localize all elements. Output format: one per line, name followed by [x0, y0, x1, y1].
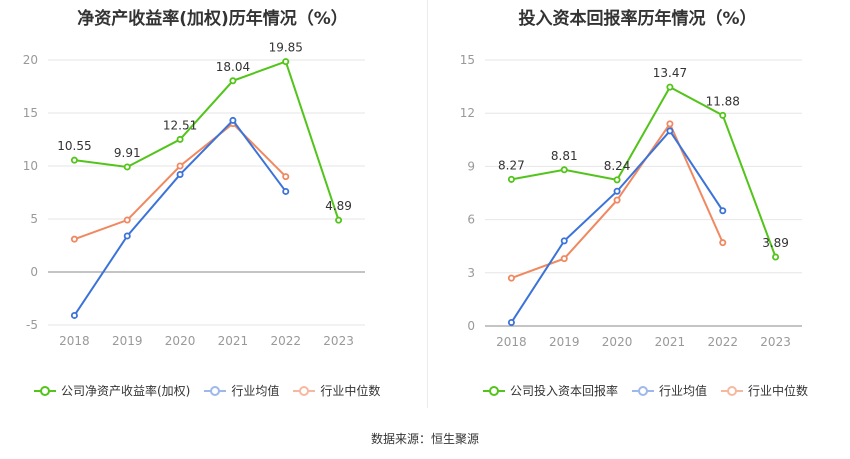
panel-divider [427, 0, 428, 408]
legend-median-marker-icon [293, 385, 316, 397]
x-tick-label: 2021 [655, 335, 686, 349]
data-point-company[interactable] [335, 216, 343, 224]
y-tick-label: 15 [23, 106, 38, 120]
y-tick-label: 0 [467, 319, 475, 333]
data-point-company[interactable] [719, 111, 727, 119]
roe-chart-title: 净资产收益率(加权)历年情况（%） [77, 9, 348, 29]
legend-avg-marker-icon [632, 385, 655, 397]
x-tick-label: 2022 [707, 335, 738, 349]
x-tick-label: 2023 [323, 334, 354, 348]
legend-median-marker-icon [721, 385, 744, 397]
legend-label: 行业均值 [231, 384, 280, 398]
legend-item-company-roe[interactable]: 公司净资产收益率(加权) [34, 382, 190, 399]
y-tick-label: 6 [467, 213, 475, 227]
x-tick-label: 2023 [760, 335, 791, 349]
data-label: 4.89 [325, 199, 352, 213]
x-tick-label: 2020 [165, 334, 196, 348]
x-tick-label: 2019 [549, 335, 580, 349]
y-tick-label: 10 [23, 159, 38, 173]
source-note: 数据来源：恒生聚源 [370, 432, 479, 446]
data-point-company[interactable] [123, 163, 131, 171]
series-line-company [511, 85, 777, 258]
y-tick-label: -5 [26, 318, 38, 332]
data-point-industry_avg[interactable] [560, 237, 568, 245]
data-point-industry_avg[interactable] [229, 116, 237, 124]
legend-label: 行业均值 [659, 384, 708, 398]
y-tick-label: 5 [30, 212, 38, 226]
data-point-industry_median[interactable] [282, 173, 290, 181]
data-point-company[interactable] [613, 176, 621, 184]
y-tick-label: 20 [23, 53, 38, 67]
roe-legend: 公司净资产收益率(加权) 行业均值 行业中位数 [34, 382, 380, 399]
legend-avg-marker-icon [204, 385, 227, 397]
data-label: 8.81 [551, 149, 578, 163]
data-label: 3.89 [762, 236, 789, 250]
data-point-company[interactable] [282, 58, 290, 66]
data-point-industry_median[interactable] [666, 120, 674, 128]
y-tick-label: 3 [467, 266, 475, 280]
legend-company-marker-icon [483, 385, 505, 397]
x-tick-label: 2020 [602, 335, 633, 349]
x-tick-label: 2018 [59, 334, 90, 348]
legend-company-marker-icon [34, 385, 56, 397]
x-tick-label: 2022 [270, 334, 301, 348]
legend-label: 行业中位数 [748, 384, 809, 398]
roic-legend: 公司投入资本回报率 行业均值 行业中位数 [483, 382, 808, 399]
data-point-industry_median[interactable] [70, 235, 78, 243]
legend-item-industry-median[interactable]: 行业中位数 [721, 382, 808, 399]
legend-item-industry-avg[interactable]: 行业均值 [632, 382, 707, 399]
data-label: 13.47 [653, 66, 687, 80]
legend-label: 行业中位数 [320, 384, 381, 398]
data-label: 10.55 [57, 139, 91, 153]
data-point-industry_median[interactable] [176, 162, 184, 170]
data-point-company[interactable] [70, 156, 78, 164]
data-point-company[interactable] [666, 83, 674, 91]
data-label: 18.04 [216, 60, 250, 74]
x-tick-label: 2018 [496, 335, 527, 349]
data-point-company[interactable] [229, 77, 237, 85]
data-point-industry_median[interactable] [123, 216, 131, 224]
data-point-industry_avg[interactable] [176, 170, 184, 178]
data-point-industry_avg[interactable] [719, 207, 727, 215]
roe-chart-svg: -5 0 5 10 15 20 2018 2019 2020 2021 2022 2023 10.55 9… [23, 41, 365, 348]
data-label: 12.51 [163, 118, 197, 132]
legend-item-company-roic[interactable]: 公司投入资本回报率 [483, 382, 618, 399]
y-tick-label: 0 [30, 265, 38, 279]
data-label: 8.27 [498, 158, 525, 172]
legend-item-industry-median[interactable]: 行业中位数 [293, 382, 380, 399]
data-point-industry_avg[interactable] [666, 127, 674, 135]
data-point-industry_avg[interactable] [123, 232, 131, 240]
data-point-company[interactable] [772, 253, 780, 261]
roic-chart-svg: 0 3 6 9 12 15 2018 2019 2020 2021 2022 2023 8.27 8.81… [460, 53, 802, 349]
y-tick-label: 15 [460, 53, 475, 67]
data-point-industry_median[interactable] [719, 239, 727, 247]
roe-chart-panel: 净资产收益率(加权)历年情况（%） -5 0 5 10 15 20 2018 2019 2020… [0, 0, 425, 410]
y-tick-label: 12 [460, 106, 475, 120]
data-label: 11.88 [706, 94, 740, 108]
series-line-company [74, 60, 340, 221]
data-point-company[interactable] [176, 135, 184, 143]
roic-chart-panel: 投入资本回报率历年情况（%） 0 3 6 9 12 15 2018 2019 2020 2021 2… [425, 0, 850, 410]
x-tick-label: 2021 [218, 334, 249, 348]
roic-chart-title: 投入资本回报率历年情况（%） [518, 9, 757, 29]
data-point-industry_avg[interactable] [507, 318, 515, 326]
y-tick-label: 9 [467, 159, 475, 173]
legend-label: 公司投入资本回报率 [510, 384, 619, 398]
data-label: 9.91 [114, 146, 141, 160]
data-label: 8.24 [604, 159, 631, 173]
data-point-industry_median[interactable] [560, 255, 568, 263]
data-point-company[interactable] [507, 175, 515, 183]
data-point-industry_avg[interactable] [70, 311, 78, 319]
data-point-industry_avg[interactable] [613, 187, 621, 195]
data-point-industry_median[interactable] [613, 196, 621, 204]
data-point-company[interactable] [560, 166, 568, 174]
legend-item-industry-avg[interactable]: 行业均值 [204, 382, 279, 399]
data-point-industry_median[interactable] [507, 274, 515, 282]
series-line-industry_avg [73, 118, 287, 317]
data-point-industry_avg[interactable] [282, 187, 290, 195]
data-label: 19.85 [269, 41, 303, 55]
legend-label: 公司净资产收益率(加权) [61, 384, 191, 398]
x-tick-label: 2019 [112, 334, 143, 348]
